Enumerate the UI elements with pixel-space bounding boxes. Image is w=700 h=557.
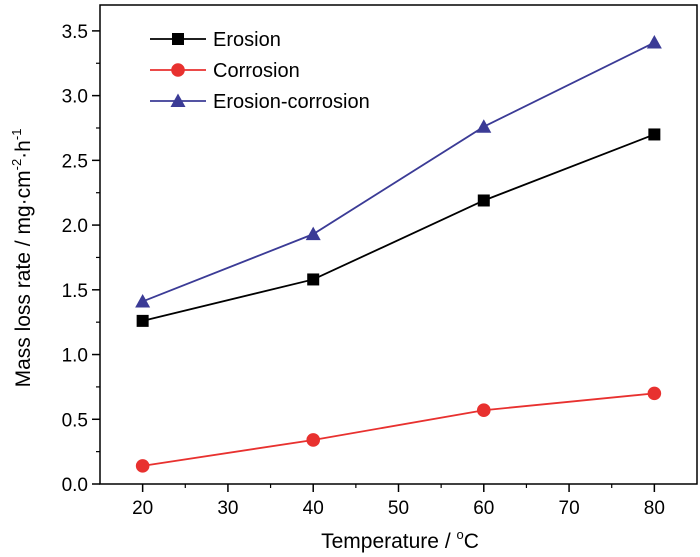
x-axis-title: Temperature / oC xyxy=(321,527,479,553)
series-line-erosion-corrosion xyxy=(142,41,655,303)
data-point-erosion xyxy=(136,314,149,327)
x-tick-label: 20 xyxy=(132,498,153,519)
axes-group: 20 30 40 50 60 70 80 0.0 0.5 1.0 1.5 2.0 2.5 3.0 3.5 xyxy=(62,4,698,519)
y-tick-label: 1.5 xyxy=(62,281,88,302)
data-point-erosion-corrosion xyxy=(476,119,492,133)
data-point-erosion xyxy=(648,128,661,141)
y-tick-label: 0.5 xyxy=(62,410,88,431)
legend-label-corrosion: Corrosion xyxy=(213,60,300,82)
x-tick-label: 30 xyxy=(217,498,238,519)
y-tick-label: 2.5 xyxy=(62,151,88,172)
data-point-erosion-corrosion xyxy=(135,293,151,308)
data-point-erosion xyxy=(477,194,490,207)
legend-label-erosion-corrosion: Erosion-corrosion xyxy=(213,91,370,113)
x-tick-label: 60 xyxy=(473,498,494,519)
plot-frame xyxy=(99,4,698,485)
data-point-erosion-corrosion xyxy=(646,35,662,49)
x-tick-label: 80 xyxy=(644,498,665,519)
data-point-erosion xyxy=(307,273,320,286)
legend-label-erosion: Erosion xyxy=(213,29,281,51)
series-group xyxy=(135,35,662,473)
y-tick-label: 1.0 xyxy=(62,346,88,367)
y-tick-label: 2.0 xyxy=(62,216,88,237)
data-point-corrosion xyxy=(476,403,491,418)
x-tick-label: 70 xyxy=(559,498,580,519)
y-tick-label: 3.0 xyxy=(62,87,88,108)
data-point-corrosion xyxy=(306,433,321,447)
data-point-erosion-corrosion xyxy=(305,226,321,241)
x-tick-label: 50 xyxy=(388,498,409,519)
legend: Erosion Corrosion Erosion-corrosion xyxy=(150,29,370,113)
y-tick-label: 0.0 xyxy=(62,475,88,496)
series-line-erosion xyxy=(142,133,655,322)
x-tick-label: 40 xyxy=(303,498,324,519)
legend-marker-erosion xyxy=(172,33,184,45)
legend-marker-corrosion xyxy=(171,63,185,77)
data-point-corrosion xyxy=(135,459,150,473)
legend-marker-erosion-corrosion xyxy=(170,93,186,107)
y-axis-title: Mass loss rate / mg·cm-2·h-1 xyxy=(9,129,35,388)
series-line-corrosion xyxy=(142,392,655,467)
y-tick-label: 3.5 xyxy=(62,22,88,43)
data-point-corrosion xyxy=(647,386,662,401)
